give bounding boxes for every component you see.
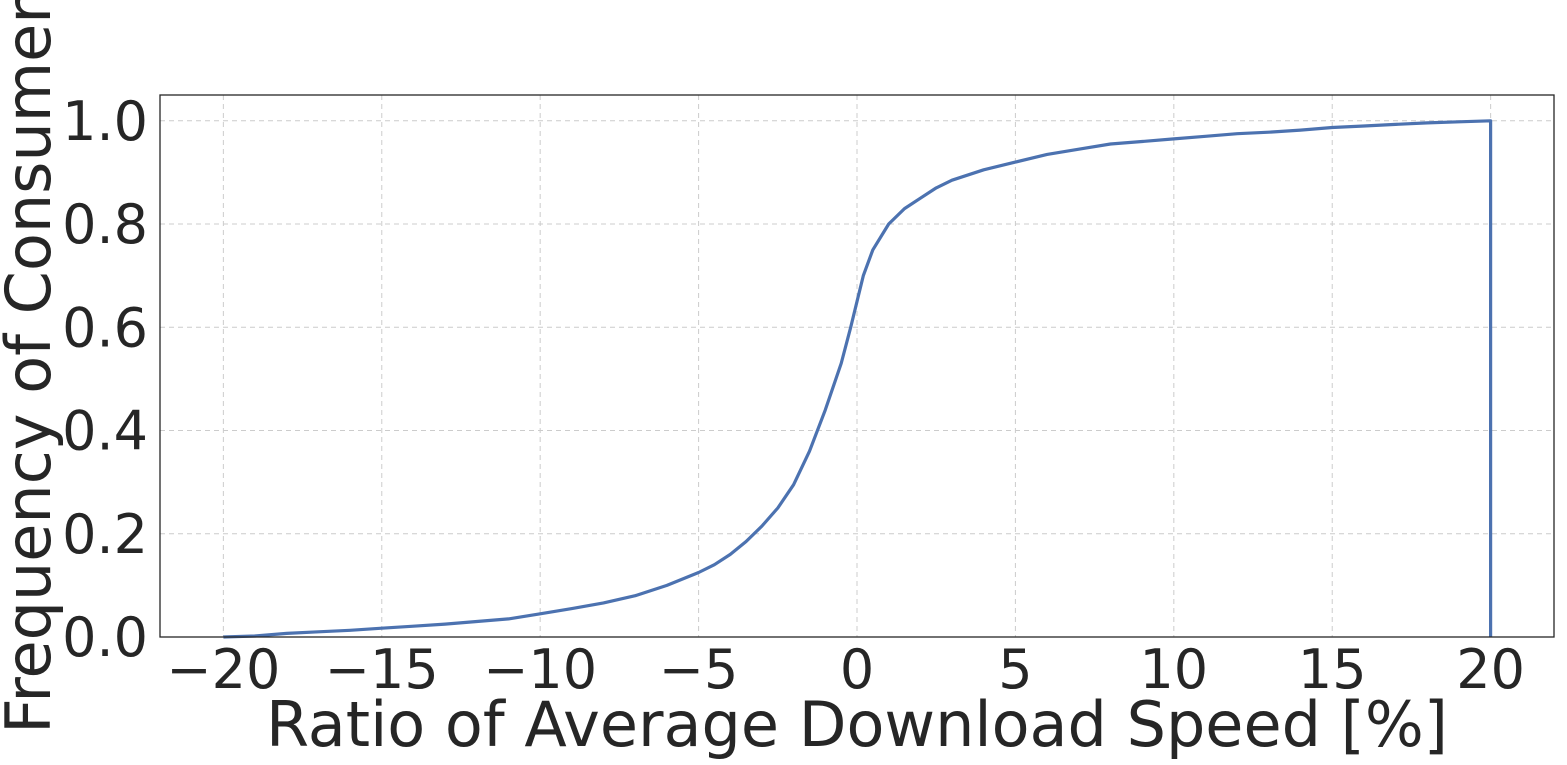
x-tick-label: −5	[659, 638, 739, 701]
y-axis-title: Frequency of Consumer	[0, 0, 65, 734]
x-tick-label: 5	[998, 638, 1032, 701]
y-tick-labels: 0.0 0.2 0.4 0.6 0.8 1.0	[62, 90, 148, 669]
y-tick-label: 0.6	[62, 296, 148, 359]
y-tick-label: 0.0	[62, 606, 148, 669]
x-tick-label: 0	[840, 638, 874, 701]
x-tick-label: −10	[483, 638, 597, 701]
series-group	[223, 119, 1493, 639]
y-tick-label: 0.4	[62, 400, 148, 463]
y-tick-label: 1.0	[62, 90, 148, 153]
x-tick-label: 20	[1456, 638, 1525, 701]
x-tick-label: −15	[325, 638, 439, 701]
y-tick-label: 0.2	[62, 503, 148, 566]
cdf-series-line	[223, 119, 1493, 639]
x-tick-labels: −20 −15 −10 −5 0 5 10 15 20	[166, 638, 1525, 701]
plot-frame	[159, 94, 1555, 638]
x-axis-title: Ratio of Average Download Speed [%]	[266, 688, 1448, 761]
x-tick-label: −20	[166, 638, 280, 701]
grid-lines	[160, 95, 1554, 638]
y-tick-label: 0.8	[62, 193, 148, 256]
x-tick-label: 10	[1139, 638, 1208, 701]
x-tick-label: 15	[1298, 638, 1367, 701]
